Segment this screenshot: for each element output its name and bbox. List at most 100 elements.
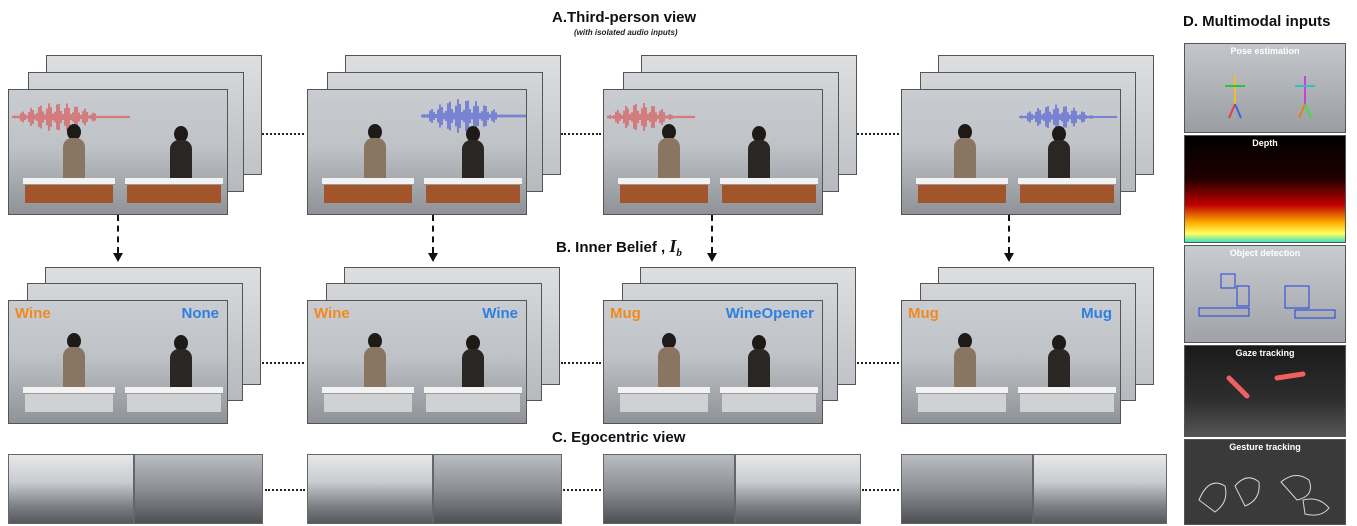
belief-right-label: None bbox=[181, 305, 220, 322]
table-right bbox=[424, 178, 522, 185]
panel-title: Pose estimation bbox=[1230, 46, 1300, 56]
timeline-connector bbox=[857, 133, 899, 135]
table-right-body bbox=[722, 185, 816, 203]
table-left-body bbox=[620, 394, 708, 412]
person-right bbox=[170, 140, 192, 188]
third-person-frame-3 bbox=[603, 89, 823, 215]
belief-left-label: Wine bbox=[314, 305, 350, 322]
audio-waveform bbox=[12, 103, 130, 131]
table-left bbox=[322, 178, 414, 185]
table-left-body bbox=[25, 394, 113, 412]
belief-symbol: I bbox=[669, 236, 677, 256]
timeline-connector bbox=[563, 489, 601, 491]
table-right-body bbox=[127, 394, 221, 412]
panel-title: Depth bbox=[1252, 138, 1278, 148]
section-a-subtitle: (with isolated audio inputs) bbox=[574, 28, 678, 37]
hand-skeleton-icon bbox=[1198, 475, 1330, 516]
table-right-body bbox=[426, 185, 520, 203]
audio-waveform bbox=[607, 102, 695, 132]
belief-frame-3: Mug WineOpener bbox=[603, 300, 823, 424]
person-right-head bbox=[466, 335, 480, 351]
section-b-title: B. Inner Belief , Ib bbox=[556, 236, 682, 259]
audio-waveform bbox=[421, 99, 526, 133]
table-left-body bbox=[25, 185, 113, 203]
timeline-connector bbox=[857, 362, 899, 364]
person-right bbox=[1048, 349, 1070, 397]
timeline-connector bbox=[262, 133, 304, 135]
ego-frame bbox=[134, 454, 263, 524]
timeline-connector bbox=[561, 133, 601, 135]
person-right-head bbox=[174, 335, 188, 351]
person-right-head bbox=[752, 126, 766, 142]
table-right-body bbox=[1020, 394, 1114, 412]
table-right-body bbox=[127, 185, 221, 203]
person-left-head bbox=[662, 124, 676, 140]
table-left bbox=[916, 387, 1008, 394]
person-right bbox=[748, 140, 770, 188]
person-left bbox=[63, 347, 85, 395]
audio-waveform bbox=[1019, 104, 1117, 130]
ego-frame bbox=[433, 454, 562, 524]
dashed-arrow bbox=[1008, 215, 1010, 253]
arrow-head-icon bbox=[113, 253, 123, 262]
panel-pose-estimation: Pose estimation bbox=[1184, 43, 1346, 133]
table-left bbox=[23, 387, 115, 394]
table-right bbox=[720, 387, 818, 394]
belief-left-label: Wine bbox=[15, 305, 51, 322]
table-right-body bbox=[1020, 185, 1114, 203]
table-right-body bbox=[426, 394, 520, 412]
ego-frame bbox=[735, 454, 861, 524]
third-person-frame-1 bbox=[8, 89, 228, 215]
panel-gaze-tracking: Gaze tracking bbox=[1184, 345, 1346, 437]
table-left-body bbox=[324, 394, 412, 412]
gaze-arrow-icon bbox=[1226, 371, 1306, 399]
panel-object-detection: Object detection bbox=[1184, 245, 1346, 343]
person-right bbox=[170, 349, 192, 397]
belief-frame-1: Wine None bbox=[8, 300, 228, 424]
ego-frame bbox=[8, 454, 134, 524]
table-left-body bbox=[324, 185, 412, 203]
ego-frame bbox=[901, 454, 1033, 524]
panel-title: Gaze tracking bbox=[1235, 348, 1295, 358]
table-left bbox=[916, 178, 1008, 185]
person-left bbox=[954, 138, 976, 186]
belief-left-label: Mug bbox=[908, 305, 939, 322]
table-right bbox=[720, 178, 818, 185]
belief-frame-4: Mug Mug bbox=[901, 300, 1121, 424]
section-a-title: A.Third-person view bbox=[552, 9, 697, 26]
table-left-body bbox=[918, 185, 1006, 203]
table-right bbox=[1018, 387, 1116, 394]
belief-right-label: Mug bbox=[1081, 305, 1112, 322]
person-right-head bbox=[1052, 335, 1066, 351]
person-right bbox=[462, 140, 484, 188]
table-left bbox=[618, 387, 710, 394]
timeline-connector bbox=[862, 489, 899, 491]
belief-left-label: Mug bbox=[610, 305, 641, 322]
table-left bbox=[23, 178, 115, 185]
person-left bbox=[658, 138, 680, 186]
timeline-connector bbox=[265, 489, 305, 491]
belief-frame-2: Wine Wine bbox=[307, 300, 527, 424]
arrow-head-icon bbox=[428, 253, 438, 262]
ego-frame bbox=[307, 454, 433, 524]
dashed-arrow bbox=[711, 215, 713, 253]
section-b-title-text: B. Inner Belief , bbox=[556, 239, 670, 256]
person-left bbox=[954, 347, 976, 395]
section-c-title: C. Egocentric view bbox=[552, 429, 686, 446]
table-left-body bbox=[918, 394, 1006, 412]
table-right-body bbox=[722, 394, 816, 412]
panel-depth: Depth bbox=[1184, 135, 1346, 243]
pose-skeleton-icon bbox=[1225, 76, 1315, 119]
belief-subscript: b bbox=[676, 247, 682, 259]
table-left bbox=[322, 387, 414, 394]
belief-right-label: WineOpener bbox=[725, 305, 814, 322]
person-left-head bbox=[67, 333, 81, 349]
section-d-title: D. Multimodal inputs bbox=[1183, 13, 1331, 30]
ego-frame bbox=[603, 454, 735, 524]
person-left-head bbox=[958, 333, 972, 349]
table-right bbox=[1018, 178, 1116, 185]
person-right-head bbox=[752, 335, 766, 351]
person-right-head bbox=[1052, 126, 1066, 142]
person-left bbox=[364, 347, 386, 395]
panel-title: Object detection bbox=[1229, 248, 1301, 258]
